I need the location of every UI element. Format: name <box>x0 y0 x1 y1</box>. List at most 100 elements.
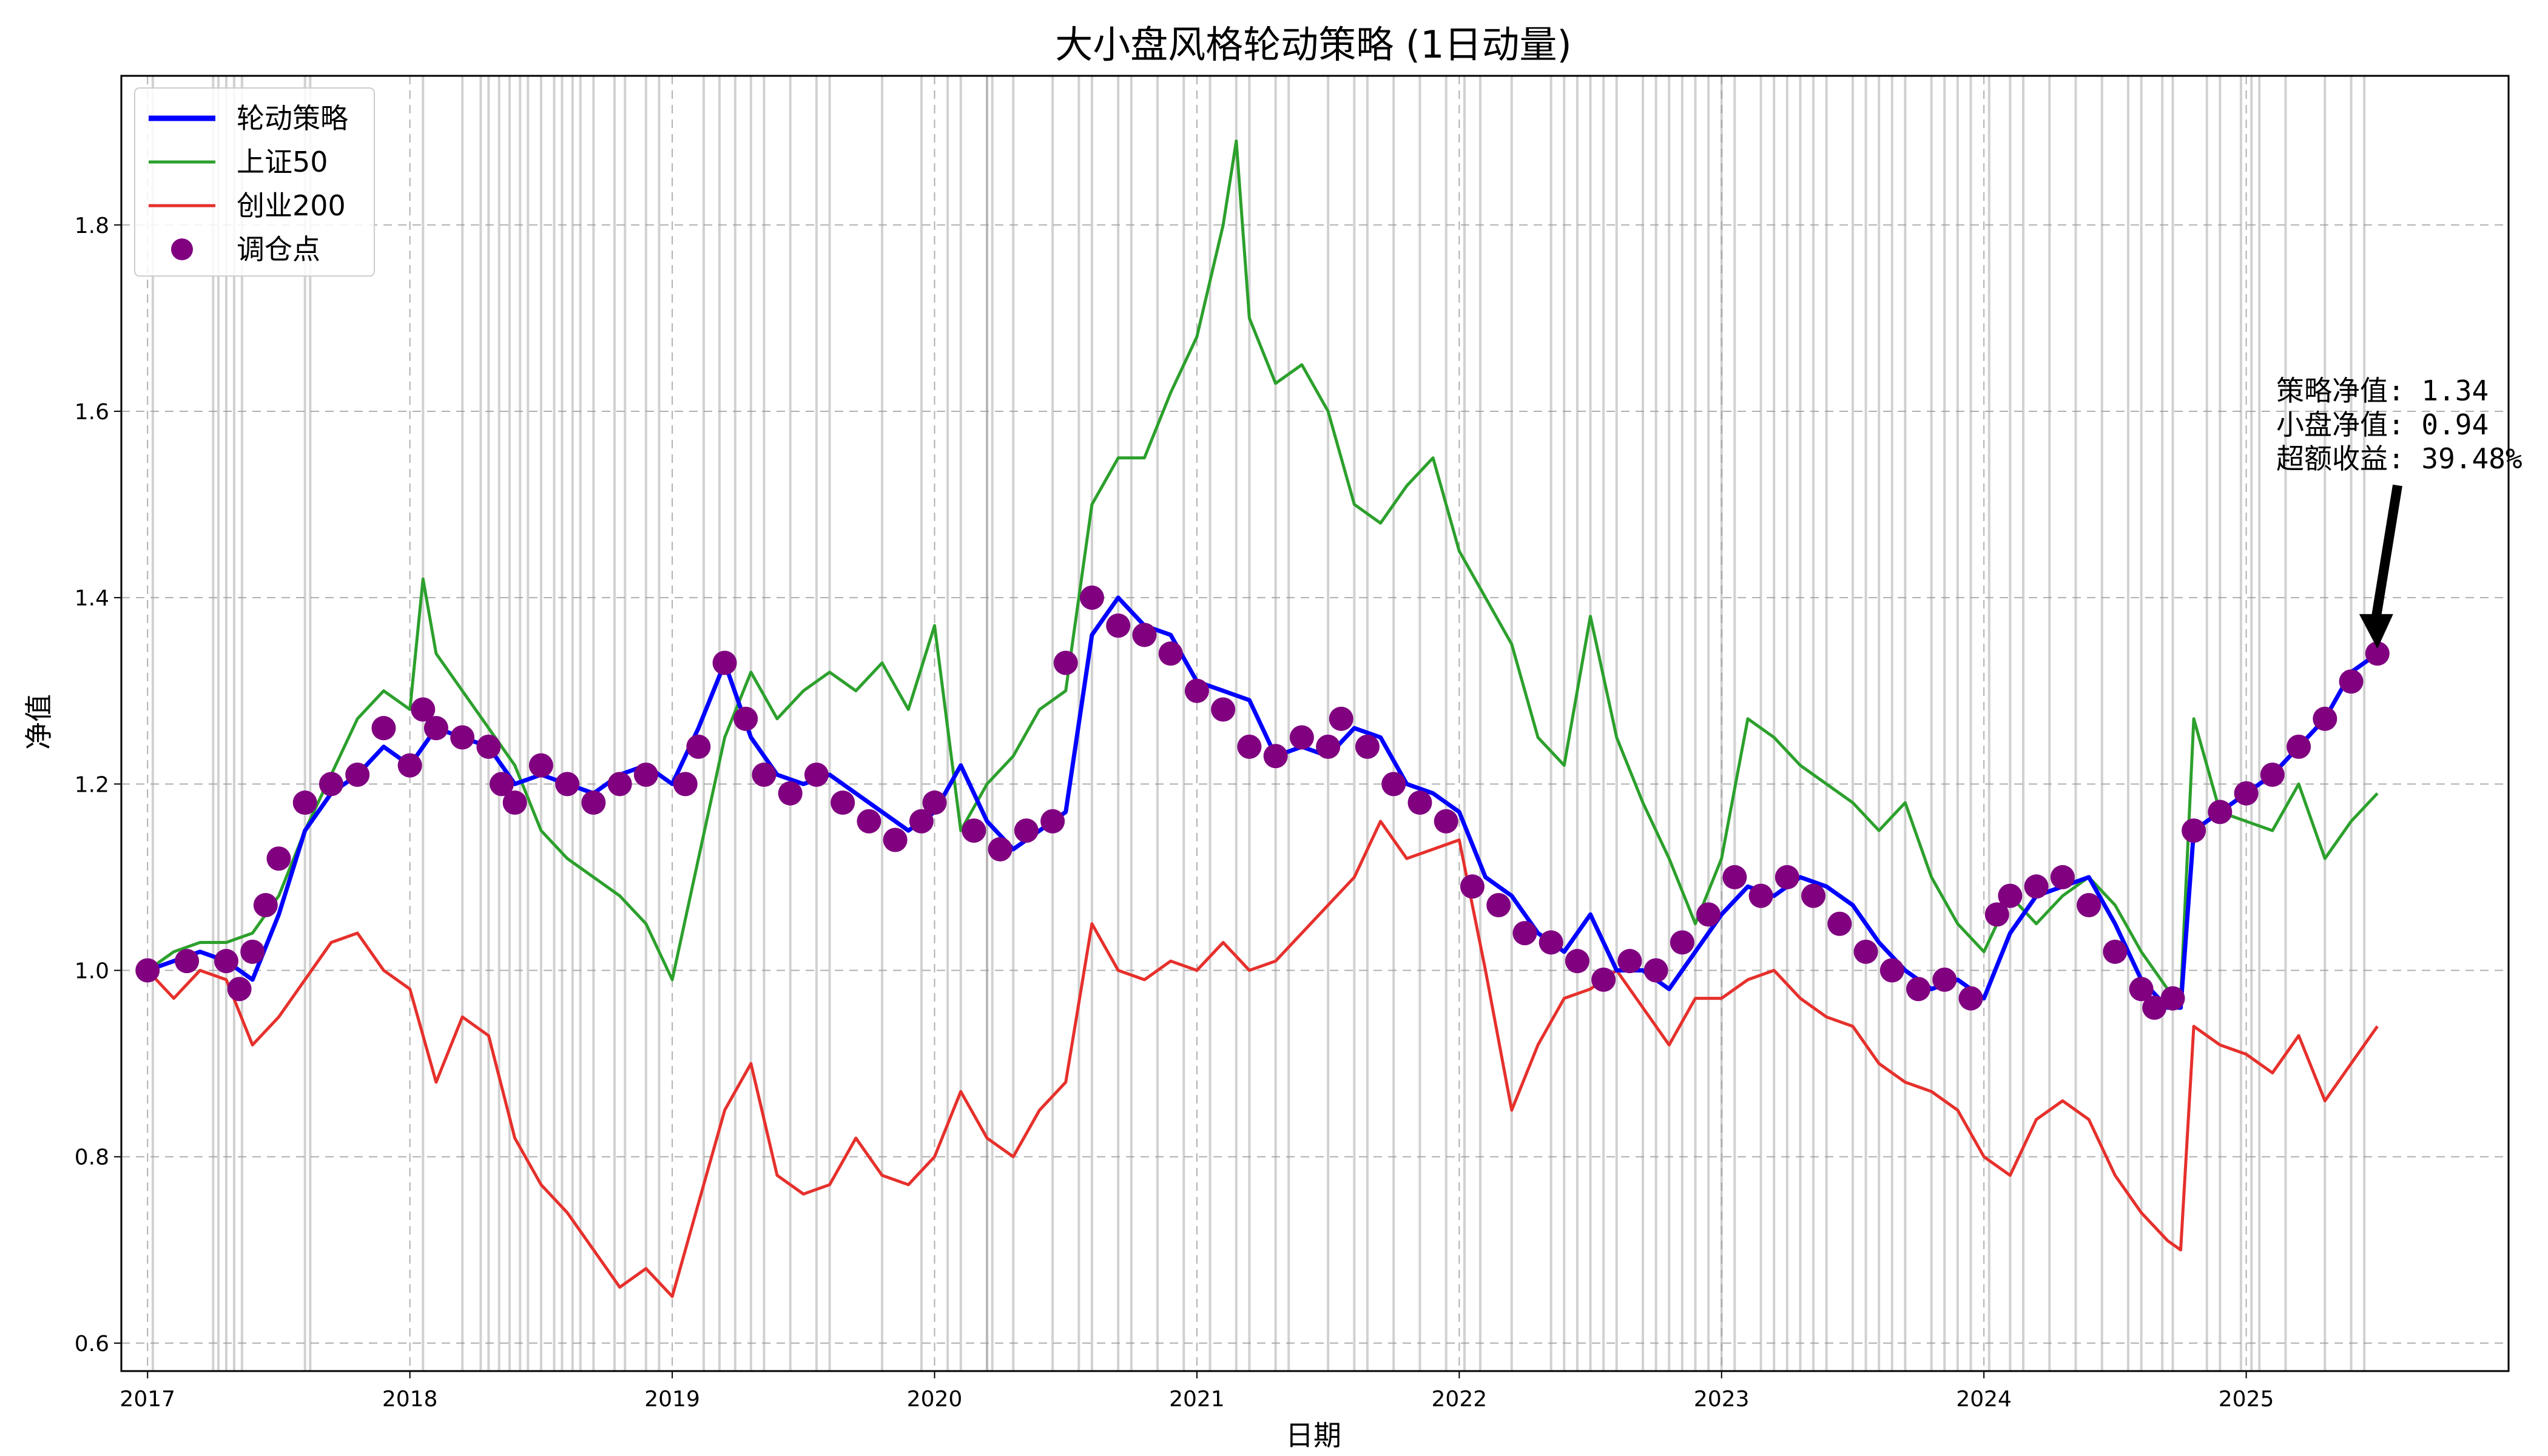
rebalance-point <box>135 958 160 983</box>
rebalance-point <box>988 837 1013 861</box>
rebalance-point <box>1460 874 1485 899</box>
rebalance-point <box>2103 939 2128 964</box>
rebalance-point <box>831 790 855 815</box>
rebalance-point <box>2260 762 2285 787</box>
rebalance-point <box>922 790 947 815</box>
rebalance-point <box>1722 864 1747 889</box>
rebalance-point <box>1355 734 1380 759</box>
rebalance-point <box>175 949 200 974</box>
rebalance-lines <box>151 76 2366 1371</box>
annotation-arrow-head <box>2359 614 2393 649</box>
rebalance-point <box>581 790 606 815</box>
rebalance-point <box>2129 977 2154 1002</box>
y-tick-label: 1.4 <box>75 586 109 611</box>
rebalance-point <box>1879 958 1904 983</box>
annotation-line-0: 策略净值: 1.34 <box>2276 374 2489 407</box>
rebalance-point <box>607 772 632 797</box>
rebalance-point <box>476 734 501 759</box>
x-tick-label: 2024 <box>1956 1387 2012 1412</box>
annotation-arrow-shaft <box>2371 484 2402 618</box>
rebalance-point <box>266 846 291 871</box>
chart-title: 大小盘风格轮动策略 (1日动量) <box>1055 22 1572 67</box>
rebalance-point <box>1539 930 1563 955</box>
rebalance-point <box>2339 669 2364 694</box>
rebalance-point <box>686 734 711 759</box>
rebalance-point <box>1263 744 1288 769</box>
legend-label-1: 上证50 <box>237 146 328 178</box>
rebalance-point <box>1014 818 1039 843</box>
rebalance-point <box>450 725 475 750</box>
y-tick-label: 1.8 <box>75 214 109 238</box>
rebalance-point <box>292 790 317 815</box>
rebalance-point <box>555 772 580 797</box>
x-axis-ticks: 2017 2018 2019 2020 2021 2022 2023 2024 2025 <box>120 1371 2274 1412</box>
rebalance-point <box>502 790 527 815</box>
rebalance-point <box>1853 939 1878 964</box>
rebalance-point <box>2142 995 2167 1020</box>
rebalance-point <box>1079 585 1104 610</box>
rebalance-point <box>240 939 265 964</box>
rebalance-point <box>1984 902 2009 927</box>
x-axis-label: 日期 <box>1286 1419 1341 1452</box>
rebalance-point <box>1289 725 1314 750</box>
rebalance-point <box>1407 790 1432 815</box>
rebalance-point <box>1106 613 1131 638</box>
y-tick-label: 1.6 <box>75 400 109 425</box>
rebalance-point <box>371 716 396 741</box>
x-tick-label: 2017 <box>120 1387 175 1412</box>
annotation-line-1: 小盘净值: 0.94 <box>2276 408 2489 441</box>
rebalance-point <box>318 772 343 797</box>
rebalance-point <box>1434 809 1458 834</box>
rebalance-point <box>397 753 422 778</box>
y-tick-label: 1.2 <box>75 772 109 797</box>
rebalance-point <box>1748 883 1773 908</box>
rebalance-point <box>1512 921 1537 946</box>
rebalance-point <box>1998 883 2023 908</box>
rebalance-point <box>2313 706 2337 731</box>
rebalance-point <box>1591 967 1616 992</box>
rebalance-point <box>1211 697 1236 722</box>
rebalance-point <box>1132 622 1157 647</box>
rebalance-point <box>2077 893 2101 918</box>
rebalance-point <box>2234 781 2259 806</box>
rebalance-point <box>2287 734 2311 759</box>
x-tick-label: 2021 <box>1169 1387 1225 1412</box>
rebalance-point <box>1670 930 1694 955</box>
rebalance-point <box>962 818 986 843</box>
x-tick-label: 2025 <box>2219 1387 2274 1412</box>
rebalance-point <box>1617 949 1642 974</box>
rebalance-point <box>804 762 829 787</box>
plot-frame <box>120 75 2510 1372</box>
rebalance-point <box>1801 883 1826 908</box>
rebalance-point <box>411 697 436 722</box>
y-tick-label: 1.0 <box>75 959 109 984</box>
rebalance-point <box>857 809 881 834</box>
rebalance-point <box>1906 977 1931 1002</box>
rebalance-point <box>2050 864 2075 889</box>
legend-label-2: 创业200 <box>237 189 346 222</box>
rebalance-point <box>1184 678 1209 703</box>
rebalance-point <box>778 781 803 806</box>
rebalance-point <box>1316 734 1341 759</box>
annotation-line-2: 超额收益: 39.48% <box>2276 442 2523 475</box>
rebalance-point <box>490 772 514 797</box>
rebalance-point <box>345 762 370 787</box>
rebalance-point <box>2182 818 2206 843</box>
rebalance-point <box>883 827 908 852</box>
rebalance-point <box>528 753 553 778</box>
x-tick-label: 2019 <box>644 1387 700 1412</box>
y-tick-label: 0.8 <box>75 1145 109 1170</box>
rebalance-point <box>1774 864 1799 889</box>
rebalance-point <box>1958 986 1983 1011</box>
x-tick-label: 2022 <box>1432 1387 1488 1412</box>
rebalance-point <box>752 762 777 787</box>
rebalance-point <box>253 893 278 918</box>
legend-label-3: 调仓点 <box>237 233 320 266</box>
rebalance-point <box>1158 641 1183 666</box>
legend-swatch-3 <box>171 238 193 260</box>
rebalance-point <box>1932 967 1957 992</box>
rebalance-point <box>712 650 737 675</box>
rebalance-point <box>1381 772 1406 797</box>
legend-label-0: 轮动策略 <box>237 102 348 135</box>
